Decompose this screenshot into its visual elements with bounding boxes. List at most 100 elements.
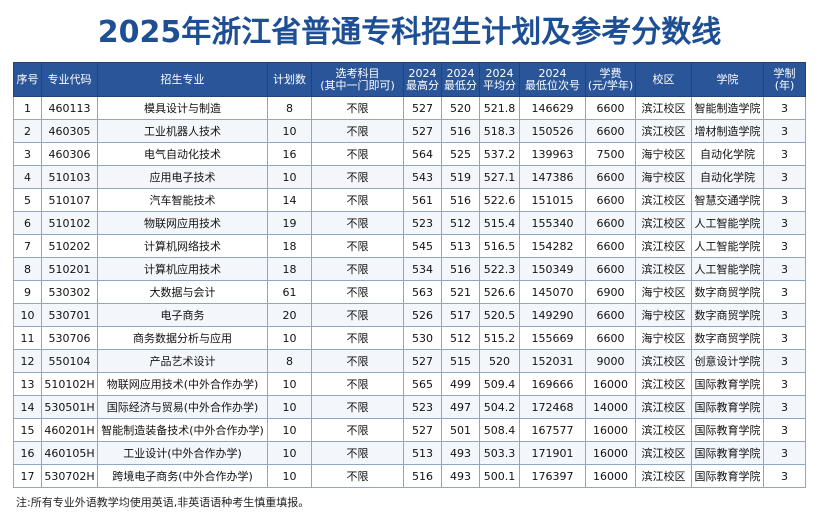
table-cell: 527 [403, 418, 442, 442]
table-cell: 510202 [41, 234, 98, 258]
table-row: 13 510102H 物联网应用技术(中外合作办学) 10 不限 565 499 509.4 1… [13, 372, 806, 396]
column-header: 选考科目 (其中一门即可) [311, 62, 404, 97]
table-cell: 518.3 [479, 119, 520, 143]
table-cell: 493 [441, 464, 480, 488]
table-cell: 6600 [585, 188, 636, 212]
footnote: 注:所有专业外语教学均使用英语,非英语语种考生慎重填报。 [16, 496, 310, 509]
table-cell: 10 [267, 441, 312, 465]
table-row: 2 460305 工业机器人技术 10 不限 527 516 518.3 150526 6600 滨… [13, 119, 806, 143]
table-row: 6 510102 物联网应用技术 19 不限 523 512 515.4 155340 6600 滨… [13, 211, 806, 235]
table-row: 15 460201H 智能制造装备技术(中外合作办学) 10 不限 527 501 508.4… [13, 418, 806, 442]
table-cell: 151015 [519, 188, 586, 212]
table-cell: 520 [441, 96, 480, 120]
table-cell: 不限 [311, 372, 404, 396]
table-cell: 520 [479, 349, 520, 373]
table-cell: 530701 [41, 303, 98, 327]
table-cell: 155340 [519, 211, 586, 235]
table-cell: 3 [763, 257, 806, 281]
column-header: 序号 [13, 62, 42, 97]
table-cell: 499 [441, 372, 480, 396]
table-cell: 510102 [41, 211, 98, 235]
table-row: 11 530706 商务数据分析与应用 10 不限 530 512 515.2 155669 66… [13, 326, 806, 350]
table-cell: 509.4 [479, 372, 520, 396]
table-cell: 工业机器人技术 [97, 119, 268, 143]
table-cell: 3 [763, 96, 806, 120]
table-cell: 工业设计(中外合作办学) [97, 441, 268, 465]
table-cell: 500.1 [479, 464, 520, 488]
table-cell: 16000 [585, 418, 636, 442]
column-header: 2024 最高分 [403, 62, 442, 97]
table-cell: 6600 [585, 257, 636, 281]
table-cell: 3 [763, 395, 806, 419]
table-cell: 520.5 [479, 303, 520, 327]
table-cell: 不限 [311, 464, 404, 488]
table-cell: 150526 [519, 119, 586, 143]
table-cell: 数字商贸学院 [691, 280, 764, 304]
table-cell: 6600 [585, 234, 636, 258]
column-header: 学费 (元/学年) [585, 62, 636, 97]
table-cell: 6600 [585, 96, 636, 120]
table-cell: 176397 [519, 464, 586, 488]
table-cell: 17 [13, 464, 42, 488]
table-cell: 智能制造装备技术(中外合作办学) [97, 418, 268, 442]
table-cell: 10 [13, 303, 42, 327]
table-cell: 152031 [519, 349, 586, 373]
column-header: 专业代码 [41, 62, 98, 97]
table-cell: 物联网应用技术(中外合作办学) [97, 372, 268, 396]
column-header: 学制(年) [763, 62, 806, 97]
table-cell: 545 [403, 234, 442, 258]
table-cell: 8 [267, 96, 312, 120]
table-cell: 不限 [311, 349, 404, 373]
table-cell: 527 [403, 119, 442, 143]
table-cell: 滨江校区 [635, 188, 692, 212]
table-cell: 3 [763, 372, 806, 396]
table-row: 17 530702H 跨境电子商务(中外合作办学) 10 不限 516 493 500.1 17… [13, 464, 806, 488]
table-cell: 不限 [311, 280, 404, 304]
table-cell: 滨江校区 [635, 349, 692, 373]
table-cell: 16 [13, 441, 42, 465]
table-cell: 不限 [311, 188, 404, 212]
table-header-row: 序号 专业代码 招生专业 计划数 选考科目 (其中一门即可) 2024 最高分 2024 最低分 2… [13, 62, 806, 97]
table-cell: 501 [441, 418, 480, 442]
table-cell: 6600 [585, 165, 636, 189]
table-cell: 503.3 [479, 441, 520, 465]
table-cell: 14 [13, 395, 42, 419]
table-cell: 5 [13, 188, 42, 212]
table-cell: 512 [441, 211, 480, 235]
table-cell: 国际经济与贸易(中外合作办学) [97, 395, 268, 419]
page-title: 2025年浙江省普通专科招生计划及参考分数线 [97, 15, 722, 50]
table-cell: 525 [441, 142, 480, 166]
table-cell: 510102H [41, 372, 98, 396]
table-cell: 国际教育学院 [691, 372, 764, 396]
table-cell: 530706 [41, 326, 98, 350]
table-cell: 增材制造学院 [691, 119, 764, 143]
table-cell: 171901 [519, 441, 586, 465]
table-cell: 物联网应用技术 [97, 211, 268, 235]
table-cell: 10 [267, 395, 312, 419]
table-cell: 510201 [41, 257, 98, 281]
table-row: 4 510103 应用电子技术 10 不限 543 519 527.1 147386 6600 海宁… [13, 165, 806, 189]
table-cell: 计算机网络技术 [97, 234, 268, 258]
table-cell: 526.6 [479, 280, 520, 304]
table-cell: 8 [267, 349, 312, 373]
table-cell: 滨江校区 [635, 372, 692, 396]
column-header: 2024 平均分 [479, 62, 520, 97]
table-cell: 10 [267, 165, 312, 189]
table-cell: 10 [267, 418, 312, 442]
table-cell: 滨江校区 [635, 464, 692, 488]
table-cell: 516 [441, 188, 480, 212]
table-cell: 154282 [519, 234, 586, 258]
table-cell: 522.6 [479, 188, 520, 212]
table-cell: 522.3 [479, 257, 520, 281]
table-body: 1 460113 模具设计与制造 8 不限 527 520 521.8 146629 6600 滨江… [13, 96, 806, 488]
column-header: 招生专业 [97, 62, 268, 97]
table-cell: 大数据与会计 [97, 280, 268, 304]
table-cell: 国际教育学院 [691, 464, 764, 488]
table-cell: 10 [267, 372, 312, 396]
table-cell: 商务数据分析与应用 [97, 326, 268, 350]
table-cell: 不限 [311, 257, 404, 281]
table-cell: 561 [403, 188, 442, 212]
table-cell: 3 [763, 303, 806, 327]
table-cell: 460306 [41, 142, 98, 166]
table-cell: 电气自动化技术 [97, 142, 268, 166]
